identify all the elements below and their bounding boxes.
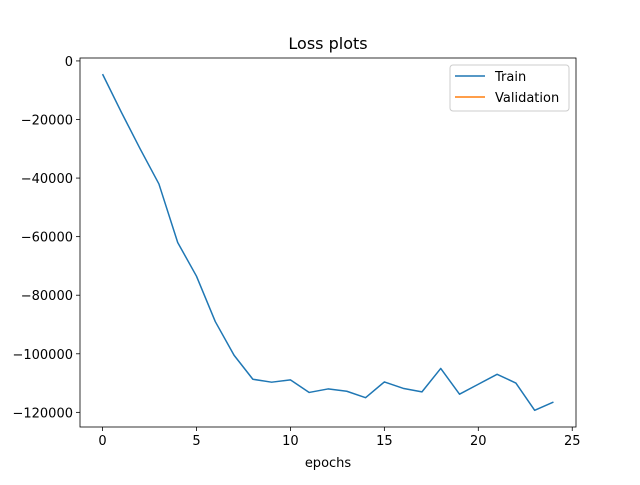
x-tick-label: 20: [470, 434, 487, 449]
y-tick-label: −40000: [21, 172, 73, 187]
x-axis-label: epochs: [305, 456, 352, 471]
legend: Train Validation: [450, 65, 569, 111]
x-tick-label: 10: [282, 434, 299, 449]
x-tick-label: 15: [376, 434, 393, 449]
x-tick-label: 5: [192, 434, 200, 449]
y-tick-label: −120000: [12, 406, 73, 421]
x-tick-label: 25: [564, 434, 581, 449]
legend-label-0: Train: [494, 70, 526, 85]
plot-area: [80, 58, 576, 427]
y-tick-label: −60000: [21, 231, 73, 246]
chart-title: Loss plots: [288, 34, 367, 53]
legend-label-1: Validation: [495, 91, 559, 106]
y-tick-label: 0: [65, 55, 73, 70]
y-tick-label: −80000: [21, 289, 73, 304]
y-tick-label: −100000: [12, 348, 73, 363]
x-tick-label: 0: [98, 434, 106, 449]
y-tick-label: −20000: [21, 114, 73, 129]
